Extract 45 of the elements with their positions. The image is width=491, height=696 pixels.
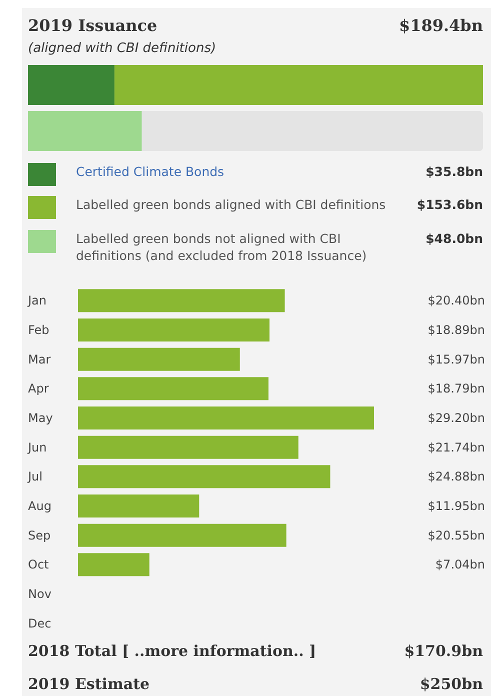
bar [78, 465, 330, 488]
y-tick-label: Jun [27, 440, 47, 454]
data-label: $11.95bn [428, 499, 485, 513]
text: $48.0bn [424, 230, 483, 248]
data-label: $20.40bn [428, 294, 485, 308]
bar [78, 289, 285, 312]
bar [78, 494, 200, 518]
legend-label: Certified Climate Bonds [76, 163, 226, 181]
chart-subtitle: (aligned with CBI definitions) [28, 41, 216, 56]
y-tick-label: Mar [28, 352, 51, 366]
y-tick-label: Dec [28, 616, 52, 630]
y-tick-label: Aug [28, 499, 52, 513]
text: 2018 Total [ ..more information.. ] [28, 642, 316, 660]
legend-label: Labelled green bonds aligned with CBI definitions [76, 196, 387, 214]
text: $250bn [420, 675, 483, 693]
bar [78, 348, 240, 371]
y-tick-label: Apr [28, 382, 49, 396]
text: $35.8bn [424, 163, 483, 181]
bar [78, 553, 150, 576]
bar [78, 318, 270, 342]
data-label: $24.88bn [428, 470, 485, 484]
bar [78, 524, 286, 547]
bar [78, 377, 268, 400]
data-label: $29.20bn [428, 411, 485, 425]
bar [78, 406, 374, 430]
y-tick-label: Sep [28, 528, 51, 542]
y-tick-label: Nov [28, 587, 52, 601]
text: 2019 Estimate [28, 675, 150, 693]
data-label: $18.79bn [428, 382, 485, 396]
y-tick-label: Jan [27, 294, 46, 308]
chart-title: 2019 Issuance [28, 16, 158, 35]
data-label: $20.55bn [428, 528, 485, 542]
y-tick-label: Jul [27, 470, 42, 484]
data-label: $15.97bn [428, 352, 485, 366]
y-tick-label: May [28, 411, 53, 425]
data-label: $18.89bn [428, 323, 485, 337]
data-label: $21.74bn [428, 440, 485, 454]
bar [78, 436, 298, 459]
text: $170.9bn [404, 642, 483, 660]
legend-label: Labelled green bonds not aligned with CBI definitions (and excluded from 2018 Issuance) [76, 230, 368, 264]
y-tick-label: Feb [28, 323, 50, 337]
text: $153.6bn [416, 196, 483, 214]
y-tick-label: Oct [28, 558, 50, 572]
data-label: $7.04bn [435, 558, 485, 572]
text: $189.4bn [398, 16, 483, 35]
